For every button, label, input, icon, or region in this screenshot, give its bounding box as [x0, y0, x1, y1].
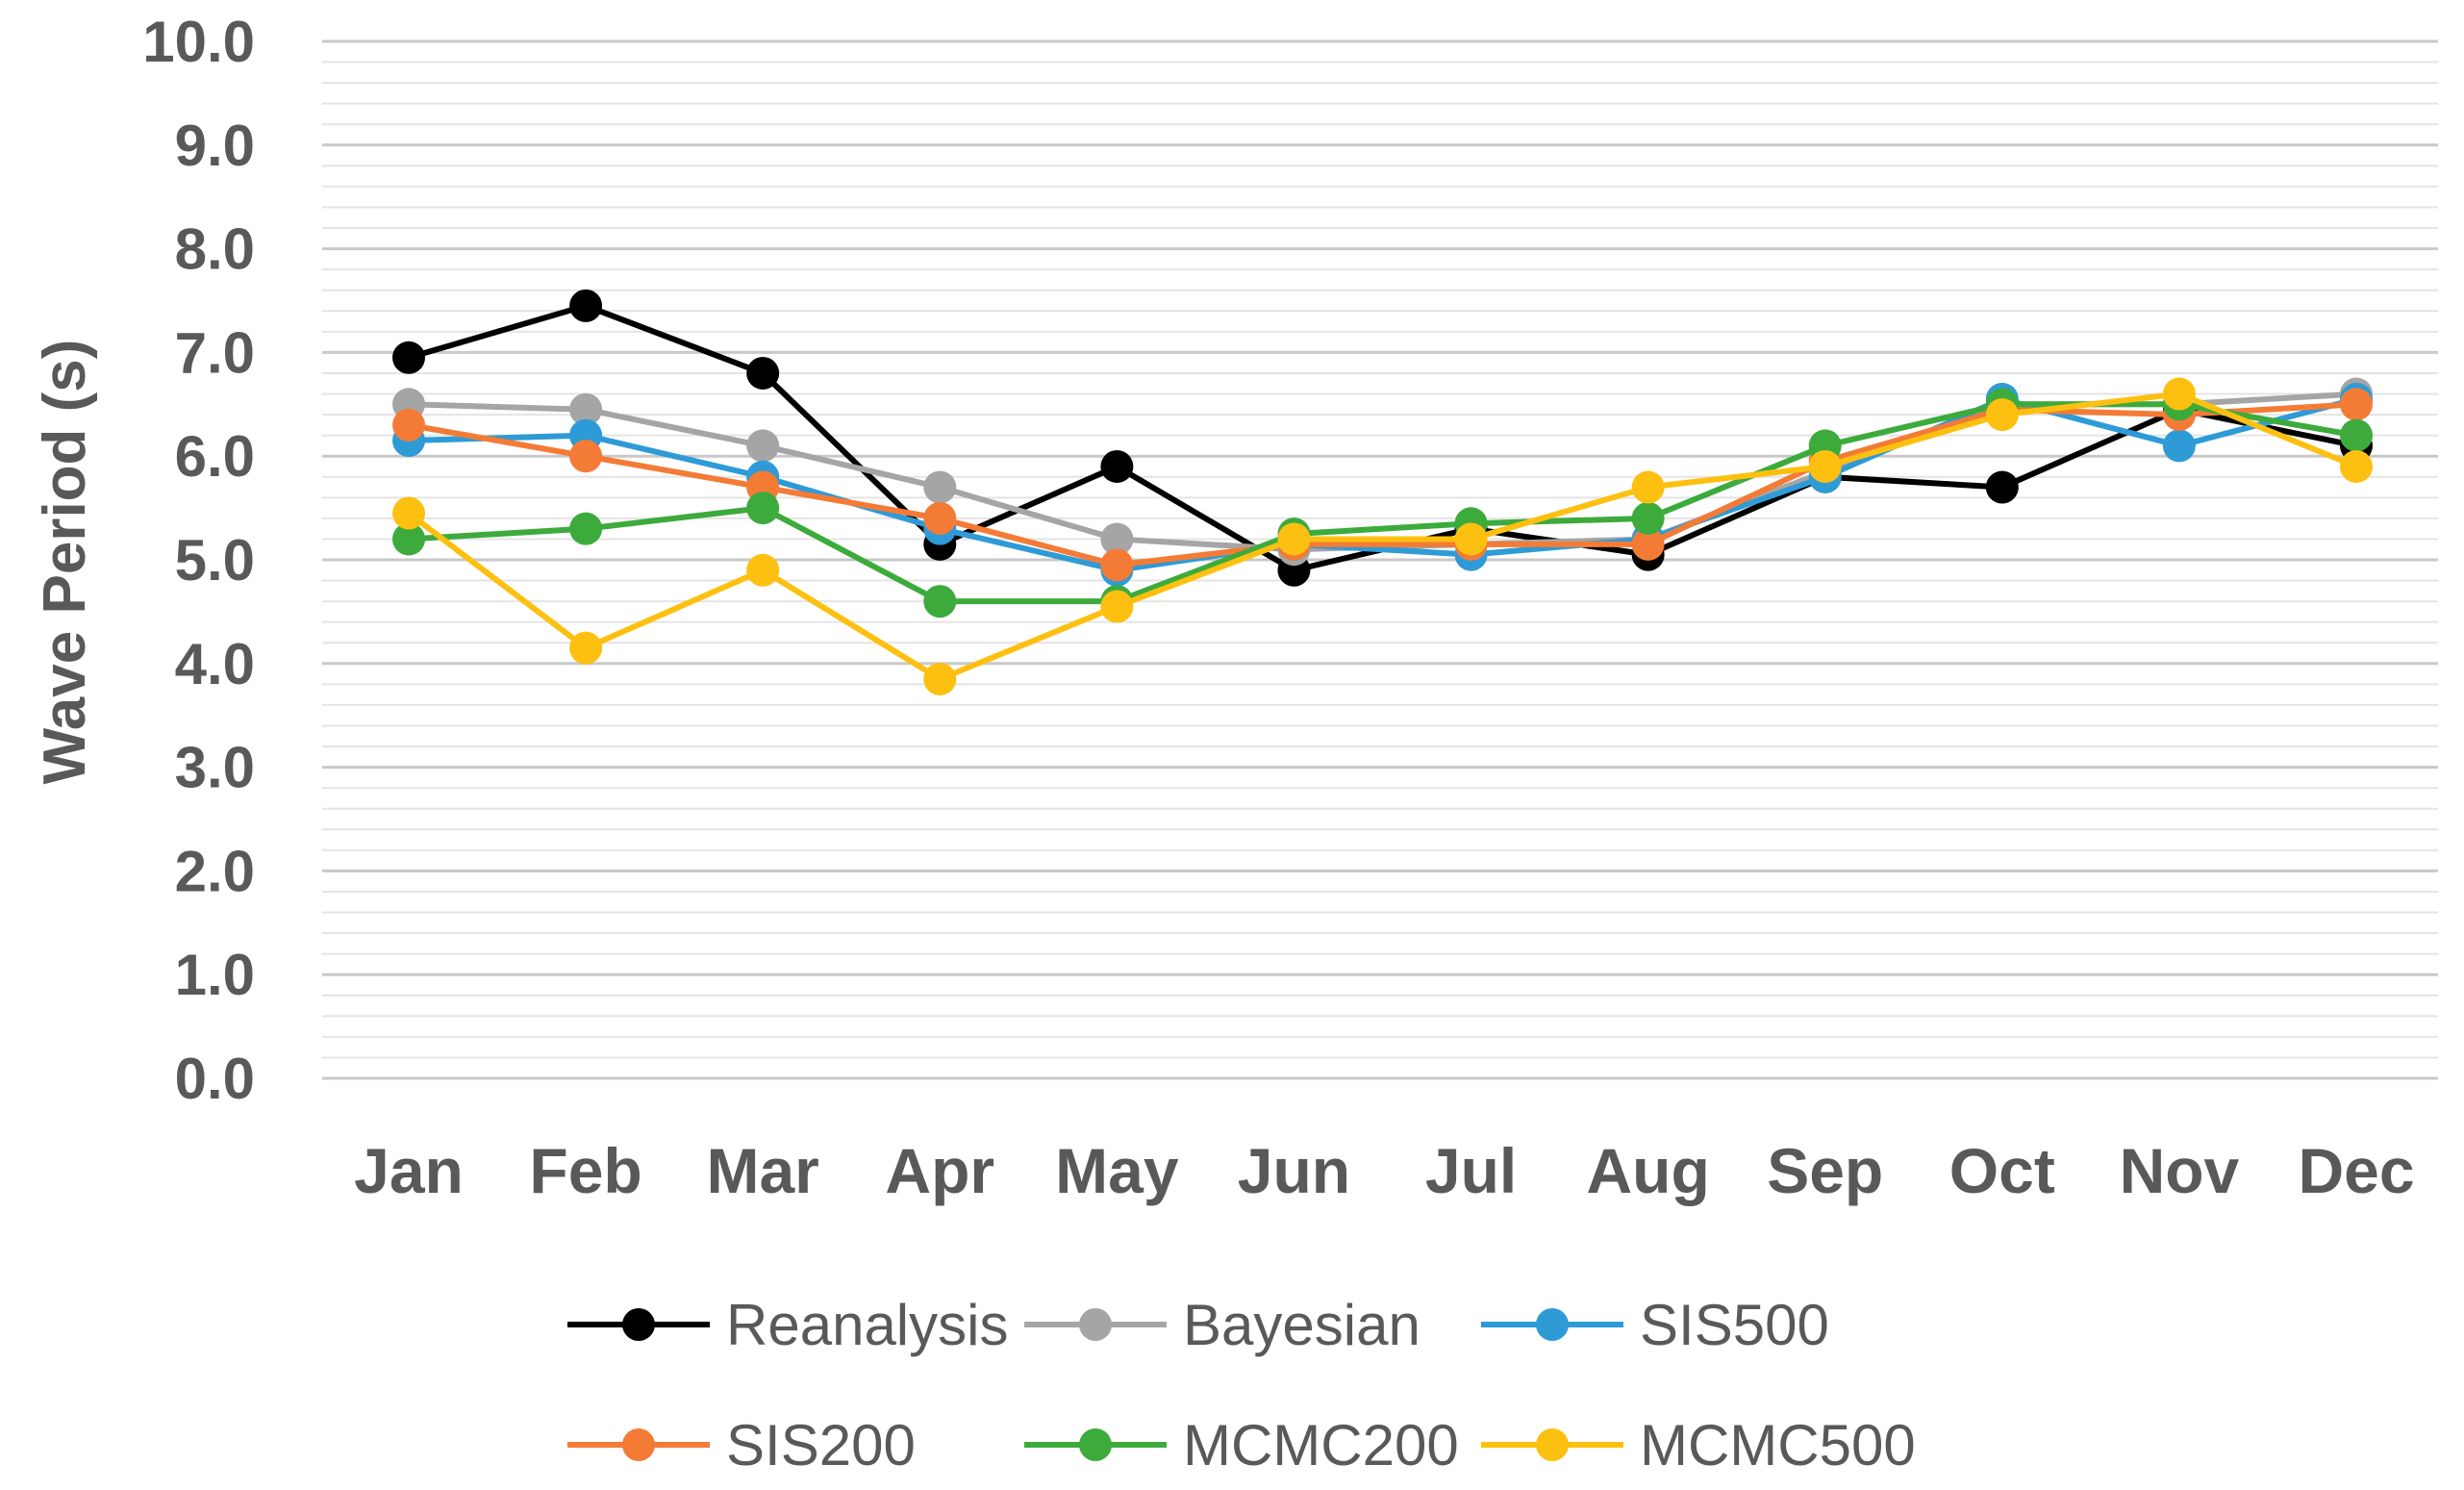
- data-point: [1985, 398, 2019, 432]
- data-point: [1277, 522, 1311, 556]
- series-mcmc200: [392, 388, 2373, 619]
- data-point: [392, 408, 425, 442]
- legend-item: Reanalysis: [567, 1293, 1008, 1357]
- y-axis-title: Wave Period (s): [32, 340, 98, 785]
- legend-item: SIS200: [567, 1413, 916, 1477]
- legend-label: SIS500: [1640, 1293, 1829, 1357]
- legend-label: MCMC200: [1183, 1413, 1459, 1477]
- data-point: [1100, 449, 1134, 483]
- series-mcmc500: [392, 377, 2373, 695]
- data-point: [569, 289, 603, 322]
- data-point: [2340, 418, 2373, 452]
- data-point: [746, 356, 780, 390]
- x-tick-label: Apr: [885, 1135, 994, 1206]
- legend-label: Bayesian: [1183, 1293, 1421, 1357]
- data-point: [923, 501, 957, 535]
- y-tick-label: 9.0: [175, 114, 255, 178]
- y-axis-ticks: 0.0 1.0 2.0 3.0 4.0 5.0 6.0 7.0 8.0 9.0 10.0: [142, 10, 255, 1111]
- data-point: [1631, 470, 1665, 504]
- data-point: [923, 470, 957, 504]
- data-point: [1100, 590, 1134, 623]
- data-point: [2340, 449, 2373, 483]
- data-point: [1631, 527, 1665, 561]
- data-point: [2162, 429, 2196, 463]
- y-tick-label: 4.0: [175, 632, 255, 696]
- legend-item: MCMC200: [1024, 1413, 1459, 1477]
- x-tick-label: Sep: [1767, 1135, 1883, 1206]
- y-tick-label: 6.0: [175, 424, 255, 489]
- data-point: [569, 440, 603, 473]
- data-point: [1100, 522, 1134, 556]
- series-group: [392, 289, 2373, 695]
- legend-item: SIS500: [1481, 1293, 1829, 1357]
- legend-label: MCMC500: [1640, 1413, 1916, 1477]
- data-point: [1631, 501, 1665, 535]
- data-point: [746, 553, 780, 587]
- y-tick-label: 8.0: [175, 217, 255, 282]
- x-axis-ticks: Jan Feb Mar Apr May Jun Jul Aug Sep Oct Nov Dec: [354, 1135, 2414, 1206]
- series-line: [408, 401, 2357, 605]
- data-point: [746, 492, 780, 525]
- y-tick-label: 2.0: [175, 839, 255, 903]
- data-point: [392, 496, 425, 530]
- legend-marker: [1536, 1308, 1569, 1341]
- legend-item: Bayesian: [1024, 1293, 1421, 1357]
- data-point: [569, 512, 603, 545]
- x-tick-label: Dec: [2298, 1135, 2414, 1206]
- y-tick-label: 1.0: [175, 943, 255, 1007]
- data-point: [569, 631, 603, 665]
- x-tick-label: May: [1055, 1135, 1179, 1206]
- legend-marker: [1536, 1428, 1569, 1461]
- x-tick-label: Oct: [1949, 1135, 2055, 1206]
- y-tick-label: 3.0: [175, 736, 255, 800]
- data-point: [569, 392, 603, 426]
- legend-marker: [622, 1428, 655, 1461]
- y-tick-label: 0.0: [175, 1047, 255, 1111]
- x-tick-label: Jul: [1425, 1135, 1517, 1206]
- data-point: [1454, 522, 1488, 556]
- data-point: [392, 341, 425, 374]
- y-tick-label: 5.0: [175, 528, 255, 593]
- data-point: [2340, 388, 2373, 421]
- x-tick-label: Jan: [354, 1135, 464, 1206]
- data-point: [923, 662, 957, 695]
- x-tick-label: Nov: [2120, 1135, 2240, 1206]
- data-point: [392, 522, 425, 556]
- legend-marker: [1079, 1308, 1112, 1341]
- y-tick-label: 7.0: [175, 320, 255, 385]
- x-tick-label: Aug: [1586, 1135, 1709, 1206]
- x-tick-label: Feb: [529, 1135, 641, 1206]
- legend: Reanalysis Bayesian SIS500 SIS200 MCMC200 MCM…: [567, 1293, 1916, 1477]
- data-point: [923, 585, 957, 619]
- data-point: [746, 429, 780, 463]
- series-line: [407, 391, 2358, 682]
- data-point: [1985, 470, 2019, 504]
- legend-marker: [1079, 1428, 1112, 1461]
- x-tick-label: Jun: [1238, 1135, 1350, 1206]
- data-point: [1100, 548, 1134, 582]
- legend-label: Reanalysis: [726, 1293, 1008, 1357]
- y-tick-label: 10.0: [142, 10, 255, 74]
- x-tick-label: Mar: [706, 1135, 818, 1206]
- legend-item: MCMC500: [1481, 1413, 1916, 1477]
- data-point: [1808, 449, 1842, 483]
- legend-label: SIS200: [726, 1413, 916, 1477]
- legend-marker: [622, 1308, 655, 1341]
- gridlines: [322, 39, 2438, 1080]
- data-point: [2162, 377, 2196, 411]
